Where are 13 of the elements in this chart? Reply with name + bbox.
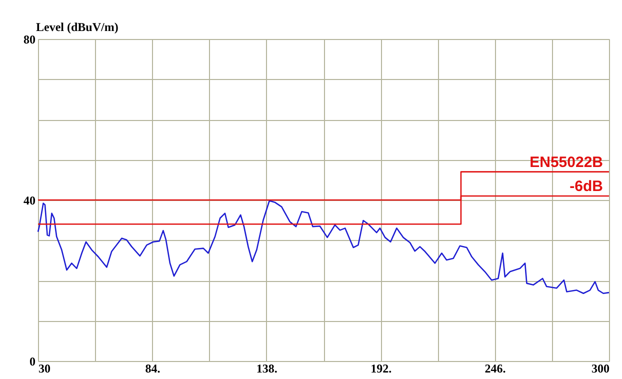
- line-series: [37, 200, 610, 294]
- series-label: EN55022B: [530, 154, 604, 171]
- y-axis-title: Level (dBuV/m): [36, 20, 118, 34]
- series-label: -6dB: [570, 178, 604, 195]
- x-tick-label: 138.: [256, 362, 278, 376]
- y-tick-label: 0: [30, 354, 36, 368]
- y-tick-label: 80: [24, 32, 36, 46]
- x-tick-label: 30: [38, 362, 50, 376]
- x-tick-label: 246.: [484, 362, 506, 376]
- x-tick-label: 84.: [145, 362, 160, 376]
- y-tick-label: 40: [24, 194, 36, 208]
- x-tick-label: 192.: [370, 362, 392, 376]
- x-tick-label: 300: [592, 362, 610, 376]
